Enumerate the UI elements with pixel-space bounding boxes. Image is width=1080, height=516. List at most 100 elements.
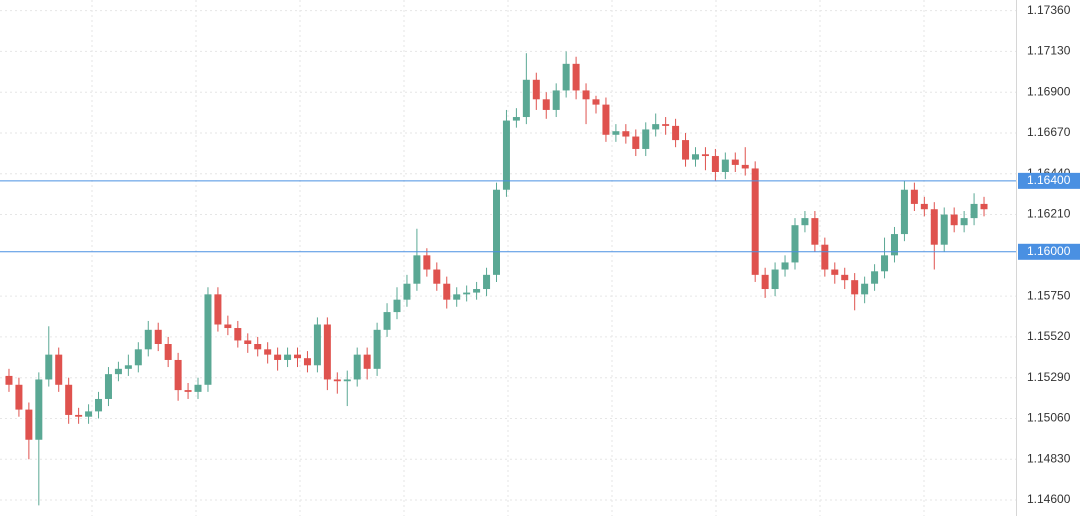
candle-body [552,90,560,110]
candle-body [5,375,13,385]
candle-body [333,379,341,382]
y-tick-label: 1.17360 [1027,3,1071,17]
candle-body [871,271,879,284]
candle-body [930,209,938,245]
candle-body [701,154,709,157]
candle-body [85,411,93,417]
candle-body [234,328,242,341]
candle-body [582,90,590,100]
candle-body [323,324,331,380]
candle-body [284,354,292,360]
candle-body [691,154,699,160]
candle-body [592,99,600,105]
candle-body [781,262,789,270]
candle-body [343,379,351,382]
candle-body [542,99,550,110]
candle-body [433,269,441,284]
candle-body [801,218,809,226]
candle-body [313,324,321,366]
y-tick-label: 1.15060 [1027,411,1071,425]
candle-body [254,344,262,350]
candle-body [522,79,530,118]
y-tick-label: 1.14600 [1027,492,1071,506]
candle-body [502,120,510,190]
candle-body [771,269,779,290]
candle-body [144,329,152,350]
candle-body [303,358,311,366]
candle-body [980,203,988,210]
candle-body [562,63,570,91]
candle-body [353,354,361,380]
candle-body [194,384,202,392]
candle-body [532,79,540,100]
candle-body [890,234,898,256]
candle-body [114,368,122,375]
y-tick-label: 1.15290 [1027,370,1071,384]
candle-body [622,131,630,137]
vertical-grid [91,0,925,516]
candle-body [393,299,401,313]
candle-body [264,349,272,355]
candle-body [632,136,640,149]
candle-body [861,283,869,295]
candle-body [881,255,889,272]
candle-body [204,294,212,385]
candle-body [672,125,680,141]
candle-body [154,329,162,344]
candle-body [463,292,471,295]
candle-body [662,124,670,126]
candle-body [373,329,381,369]
candle-body [294,354,302,359]
candle-body [572,63,580,91]
candle-body [741,164,749,169]
candle-body [970,203,978,219]
candle-body [721,159,729,172]
candle-body [413,255,421,284]
candle-body [910,189,918,204]
candle-body [423,255,431,270]
candle-body [15,384,23,410]
candle-body [35,379,43,440]
candle-body [682,140,690,160]
candle-body [731,159,739,165]
candle-body [25,409,33,440]
candle-body [124,365,132,369]
candle-body [483,274,491,290]
price-label-box [1018,172,1080,189]
candle-body [761,274,769,290]
candle-body [821,244,829,270]
candle-body [960,218,968,226]
candle-body [403,283,411,300]
candle-body [184,390,192,392]
candle-body [45,354,53,380]
candle-body [811,218,819,245]
y-tick-label: 1.14830 [1027,451,1071,465]
y-tick-label: 1.17130 [1027,44,1071,58]
candle-body [244,340,252,344]
candle-body [642,129,650,149]
candle-body [851,280,859,295]
candle-body [224,324,232,329]
price-label-box [1018,243,1080,260]
y-tick-label: 1.16210 [1027,207,1071,221]
y-tick-label: 1.15750 [1027,288,1071,302]
candle-body [174,359,182,391]
y-tick-label: 1.15520 [1027,329,1071,343]
candle-body [791,225,799,263]
candle-body [512,117,520,121]
candle-body [363,354,371,369]
candle-body [164,344,172,360]
candle-body [453,294,461,300]
candle-body [214,294,222,325]
candle-body [95,398,103,412]
candle-body [274,354,282,360]
candle-body [711,156,719,172]
candle-body [751,168,759,275]
candle-body [443,283,451,300]
candle-body [831,269,839,275]
candle-body [940,214,948,245]
candle-body [134,349,142,366]
candle-body [493,189,500,275]
candle-body [383,312,391,330]
